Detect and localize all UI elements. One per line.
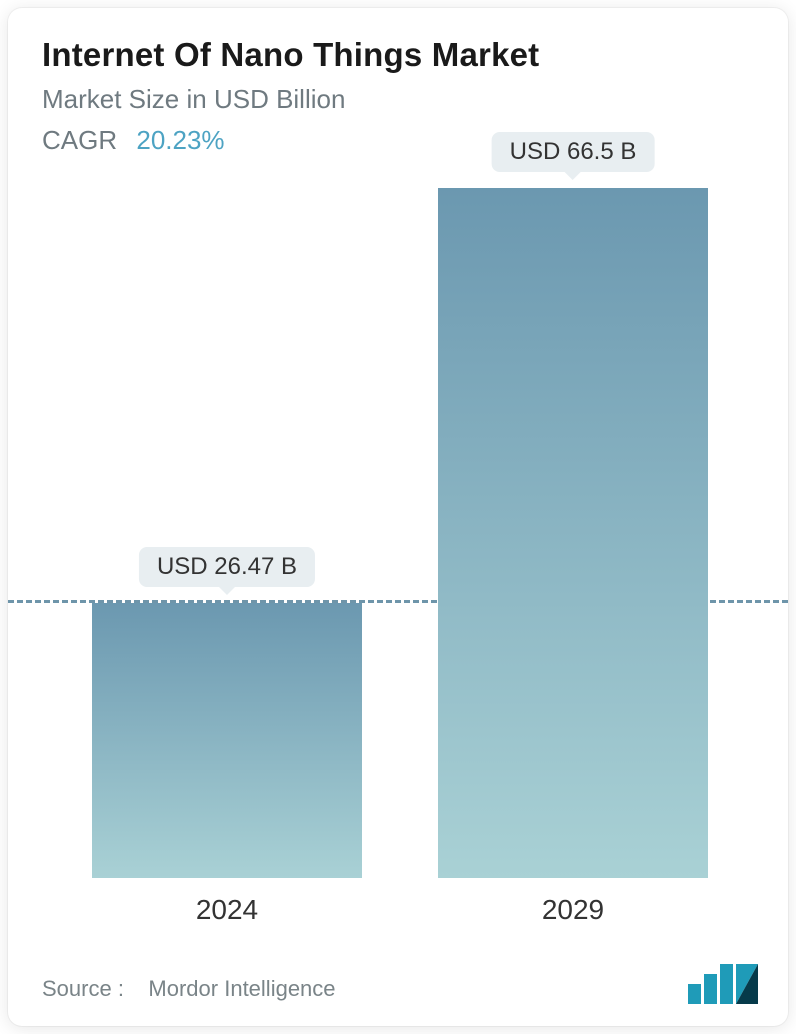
- source-name: Mordor Intelligence: [148, 976, 335, 1001]
- x-label-2024: 2024: [127, 894, 327, 926]
- chart-subtitle: Market Size in USD Billion: [8, 80, 788, 119]
- cagr-value: 20.23%: [136, 125, 224, 155]
- x-label-2029: 2029: [473, 894, 673, 926]
- value-label-2024: USD 26.47 B: [139, 547, 315, 587]
- source-footer: Source : Mordor Intelligence: [42, 976, 336, 1002]
- bars-wrap: USD 26.47 B2024USD 66.5 B2029: [8, 188, 788, 878]
- cagr-row: CAGR 20.23%: [8, 119, 788, 156]
- source-label: Source :: [42, 976, 124, 1001]
- plot-area: USD 26.47 B2024USD 66.5 B2029: [8, 188, 788, 928]
- bar-2024: [92, 603, 362, 878]
- chart-card: Internet Of Nano Things Market Market Si…: [8, 8, 788, 1026]
- cagr-label: CAGR: [42, 125, 117, 155]
- brand-logo-icon: [688, 964, 758, 1004]
- value-label-2029: USD 66.5 B: [492, 132, 655, 172]
- bar-2029: [438, 188, 708, 878]
- chart-title: Internet Of Nano Things Market: [8, 36, 788, 80]
